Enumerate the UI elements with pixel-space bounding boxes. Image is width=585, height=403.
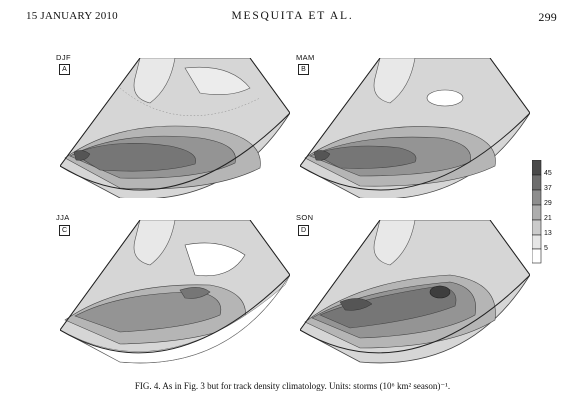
colorbar-swatch-2 <box>532 174 542 191</box>
map-panel-son <box>300 220 530 364</box>
colorbar-tick-37: 37 <box>544 185 552 192</box>
colorbar-swatch-4 <box>532 204 542 221</box>
colorbar-tick-29: 29 <box>544 200 552 207</box>
panel-label-b: B <box>298 64 309 75</box>
panel-label-a: A <box>59 64 70 75</box>
running-head-date: 15 JANUARY 2010 <box>26 10 118 22</box>
page-number: 299 <box>538 10 557 24</box>
figure-caption: FIG. 4. As in Fig. 3 but for track densi… <box>134 381 451 391</box>
season-label-djf: DJF <box>56 53 71 62</box>
colorbar-tick-21: 21 <box>544 215 552 222</box>
running-head-authors: MESQUITA ET AL. <box>231 10 354 22</box>
season-label-jja: JJA <box>56 213 70 222</box>
panel-label-c: C <box>59 225 70 236</box>
map-panel-jja <box>60 220 290 364</box>
colorbar-swatch-7 <box>532 248 542 264</box>
season-label-mam: MAM <box>296 53 315 62</box>
panel-label-d: D <box>298 225 309 236</box>
map-panel-djf <box>60 58 290 198</box>
colorbar <box>532 160 542 264</box>
map-panel-mam <box>300 58 530 198</box>
season-label-son: SON <box>296 213 314 222</box>
colorbar-tick-5: 5 <box>544 245 548 252</box>
colorbar-tick-45: 45 <box>544 170 552 177</box>
colorbar-swatch-3 <box>532 189 542 206</box>
colorbar-swatch-1 <box>532 160 542 176</box>
colorbar-swatch-6 <box>532 234 542 250</box>
colorbar-swatch-5 <box>532 219 542 236</box>
colorbar-tick-13: 13 <box>544 230 552 237</box>
